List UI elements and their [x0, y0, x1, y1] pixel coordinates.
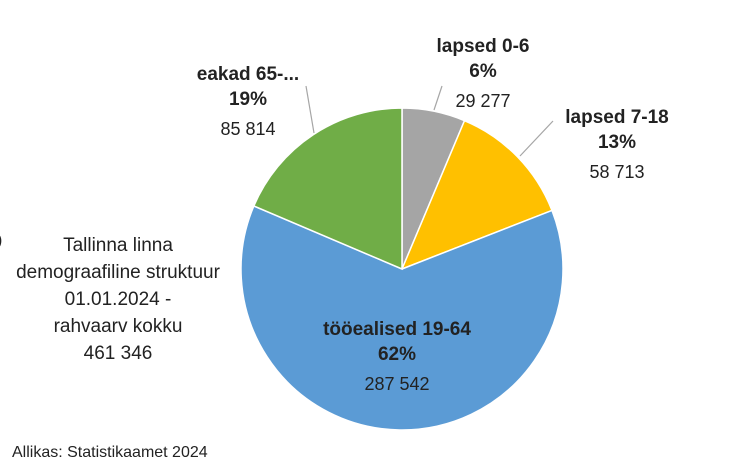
pie-slices [240, 107, 564, 431]
slice-value: 85 814 [220, 119, 275, 139]
pie-slice [240, 205, 564, 431]
slice-value: 287 542 [364, 374, 429, 394]
slice-label: eakad 65-... [197, 64, 299, 85]
chart-title: Tallinna linna demograafiline struktuur … [0, 232, 236, 367]
slice-label: lapsed 7-18 [565, 107, 669, 128]
slice-percent: 62% [378, 344, 416, 365]
pie-chart: lapsed 0-6 6% 29 277 lapsed 7-18 13% 58 713 tö… [197, 36, 669, 431]
chart-title-line: demograafiline struktuur [16, 262, 220, 283]
chart-title-line: Tallinna linna [63, 235, 173, 256]
slice-percent: 19% [229, 89, 267, 110]
slice-label: tööealised 19-64 [323, 319, 471, 340]
slice-percent: 13% [598, 132, 636, 153]
pie-slice [400, 119, 553, 271]
leader-line [519, 120, 554, 157]
pie-slice [252, 107, 403, 271]
leader-lines [305, 85, 554, 157]
slice-value: 58 713 [589, 162, 644, 182]
chart-title-line: rahvaarv kokku [53, 316, 183, 337]
source-note: Allikas: Statistikaamet 2024 [12, 444, 208, 461]
leader-line [305, 85, 315, 134]
slice-label: lapsed 0-6 [437, 36, 530, 57]
slice-percent: 6% [469, 61, 497, 82]
chart-title-line: 01.01.2024 - [64, 289, 172, 310]
leader-line [433, 85, 443, 111]
chart-title-line: 461 346 [83, 343, 153, 364]
slice-value: 29 277 [455, 91, 510, 111]
edge-mark: ) [0, 232, 2, 250]
slice-labels: lapsed 0-6 6% 29 277 lapsed 7-18 13% 58 713 tö… [197, 36, 669, 394]
